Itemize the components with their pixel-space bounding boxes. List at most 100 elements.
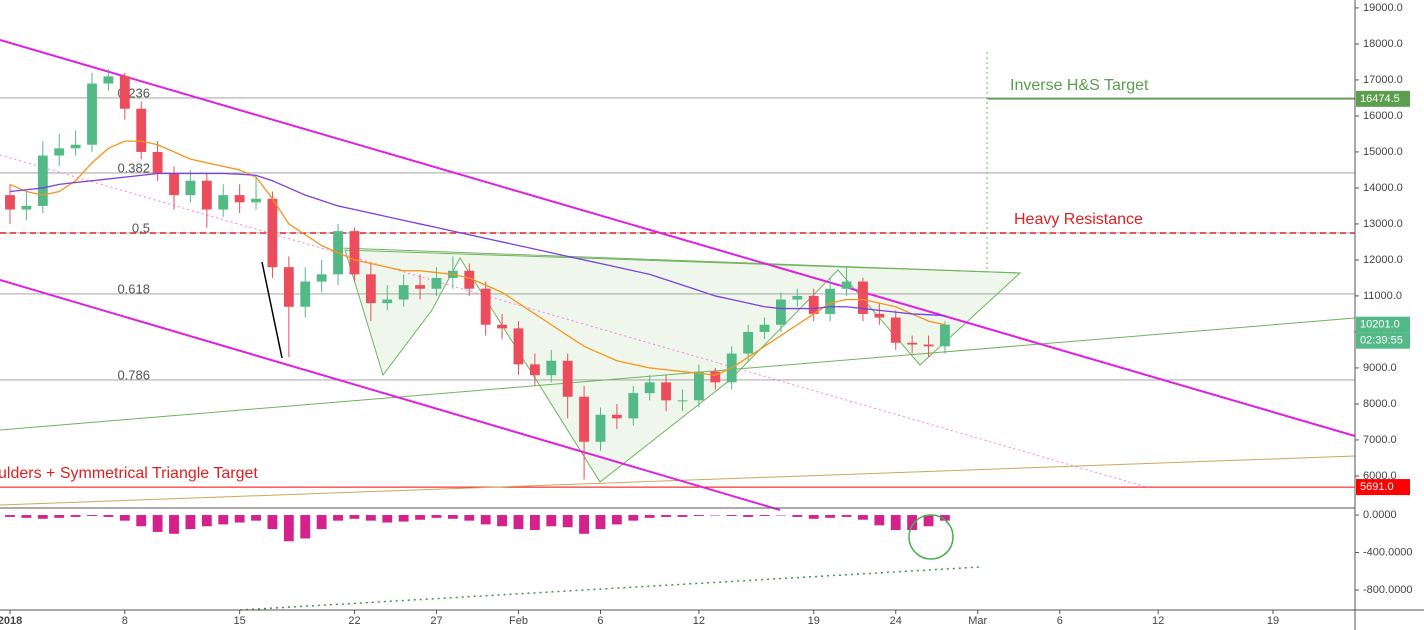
macd-bar: [611, 515, 622, 525]
macd-bar: [349, 515, 360, 519]
macd-bar: [513, 515, 524, 530]
macd-bar: [251, 515, 261, 521]
candle-body: [661, 382, 672, 401]
countdown: 02:39:55: [1360, 335, 1403, 347]
candle-body: [644, 382, 655, 394]
y-tick-label: 17000.0: [1363, 74, 1403, 86]
macd-bar: [825, 515, 836, 518]
macd-bar: [661, 515, 672, 517]
x-tick-label: 12: [693, 615, 705, 627]
candle-body: [70, 144, 81, 149]
macd-bar: [841, 515, 852, 517]
candle-body: [234, 195, 245, 203]
macd-bar: [431, 515, 442, 518]
macd-bar: [579, 515, 590, 534]
y-tick-label: 18000.0: [1363, 38, 1403, 50]
y-tick-label: 13000.0: [1363, 218, 1403, 230]
candle-body: [185, 180, 196, 196]
candle-body: [562, 360, 573, 397]
macd-bar: [497, 515, 507, 527]
candle-body: [792, 295, 803, 300]
x-tick-label: 12: [1152, 615, 1164, 627]
y-tick-label: 6000.0: [1363, 470, 1397, 482]
candle-body: [37, 155, 48, 206]
candle-body: [808, 295, 819, 314]
candle-body: [349, 231, 360, 275]
macd-bar: [136, 515, 147, 527]
macd-bar: [37, 515, 48, 519]
candle-body: [497, 324, 507, 329]
macd-bar: [759, 515, 770, 516]
macd-bar: [677, 515, 688, 517]
price-label-box: [1356, 316, 1410, 333]
candle-body: [628, 393, 639, 419]
candle-body: [759, 324, 770, 332]
x-tick-label: Feb: [509, 615, 528, 627]
x-tick-label: 2018: [0, 615, 22, 627]
x-tick-label: 27: [430, 615, 442, 627]
macd-bar: [923, 515, 934, 527]
trend-line: [0, 317, 1356, 431]
macd-bar: [792, 515, 803, 517]
candle-body: [890, 317, 901, 343]
candle-body: [579, 396, 590, 442]
y2-tick-label: -800.0000: [1363, 584, 1413, 596]
fib-label: 0.786: [117, 367, 150, 382]
macd-bar: [743, 515, 754, 517]
candle-body: [218, 195, 229, 210]
macd-bar: [808, 515, 819, 519]
macd-bar: [382, 515, 393, 523]
candle-body: [693, 371, 704, 401]
macd-bar: [87, 515, 97, 516]
channel-line: [0, 279, 781, 511]
highlight-circle: [908, 514, 954, 560]
macd-bar: [54, 515, 65, 518]
macd-bar: [890, 515, 901, 531]
candle-body: [710, 371, 721, 383]
x-tick-label: 22: [348, 615, 360, 627]
marks: [5, 69, 950, 542]
candle-body: [201, 180, 212, 210]
candle-body: [464, 270, 475, 289]
x-tick-label: 19: [1267, 615, 1279, 627]
x-tick-label: Mar: [968, 615, 987, 627]
drawn-line: [261, 261, 283, 359]
macd-bar: [726, 515, 737, 516]
macd-bar: [529, 515, 540, 531]
pattern-shape: [344, 249, 1022, 483]
price-label-box: [1356, 90, 1410, 107]
candle-body: [5, 195, 15, 210]
y-tick-label: 14000.0: [1363, 182, 1403, 194]
macd-bar: [693, 515, 704, 516]
candle-body: [907, 342, 918, 345]
macd-bar: [21, 515, 32, 518]
candle-body: [431, 277, 442, 289]
x-tick-label: 8: [122, 615, 128, 627]
y-tick-label: 16000.0: [1363, 110, 1403, 122]
candle-body: [283, 267, 294, 307]
candle-body: [677, 400, 688, 402]
macd-bar: [300, 515, 311, 539]
y-tick-label: 9000.0: [1363, 362, 1397, 374]
macd-bar: [546, 515, 557, 527]
candle-body: [825, 288, 836, 314]
candle-body: [923, 344, 934, 347]
macd-bar: [267, 515, 278, 530]
y-tick-label: 8000.0: [1363, 398, 1397, 410]
candle-body: [595, 414, 606, 442]
candle-body: [365, 274, 376, 304]
price-label: 10201.0: [1360, 319, 1400, 331]
macd-bar: [185, 515, 196, 530]
candle-body: [136, 108, 147, 152]
x-tick-label: 6: [597, 615, 603, 627]
candle-body: [940, 324, 950, 347]
y-tick-label: 12000.0: [1363, 254, 1403, 266]
macd-bar: [480, 515, 491, 525]
candle-body: [251, 198, 261, 203]
candle-body: [529, 364, 540, 376]
moving-average: [9, 172, 945, 317]
candle-body: [480, 288, 491, 325]
channel-line: [0, 39, 1356, 437]
